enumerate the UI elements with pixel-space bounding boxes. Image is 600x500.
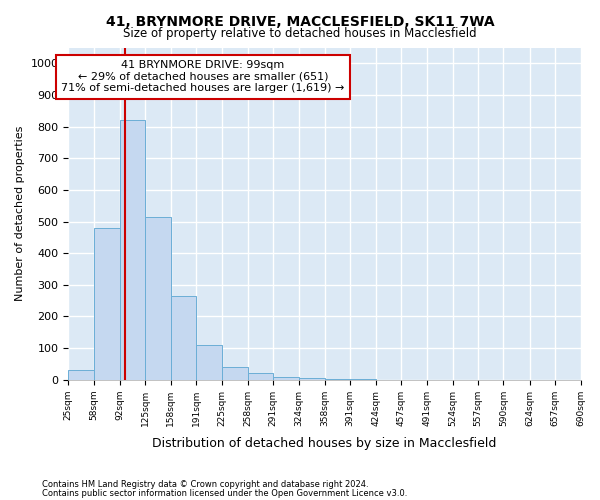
X-axis label: Distribution of detached houses by size in Macclesfield: Distribution of detached houses by size …	[152, 437, 497, 450]
Text: 41 BRYNMORE DRIVE: 99sqm
← 29% of detached houses are smaller (651)
71% of semi-: 41 BRYNMORE DRIVE: 99sqm ← 29% of detach…	[61, 60, 345, 94]
Bar	[273, 376, 299, 380]
Bar	[299, 378, 325, 380]
Bar	[325, 379, 350, 380]
Bar	[248, 374, 273, 380]
Bar	[223, 367, 248, 380]
Text: Size of property relative to detached houses in Macclesfield: Size of property relative to detached ho…	[123, 28, 477, 40]
Bar	[145, 217, 171, 380]
Bar	[120, 120, 145, 380]
Text: Contains public sector information licensed under the Open Government Licence v3: Contains public sector information licen…	[42, 488, 407, 498]
Bar	[68, 370, 94, 380]
Bar	[171, 296, 196, 380]
Bar	[94, 228, 120, 380]
Bar	[196, 345, 223, 380]
Text: 41, BRYNMORE DRIVE, MACCLESFIELD, SK11 7WA: 41, BRYNMORE DRIVE, MACCLESFIELD, SK11 7…	[106, 15, 494, 29]
Text: Contains HM Land Registry data © Crown copyright and database right 2024.: Contains HM Land Registry data © Crown c…	[42, 480, 368, 489]
Y-axis label: Number of detached properties: Number of detached properties	[15, 126, 25, 302]
Bar	[350, 379, 376, 380]
